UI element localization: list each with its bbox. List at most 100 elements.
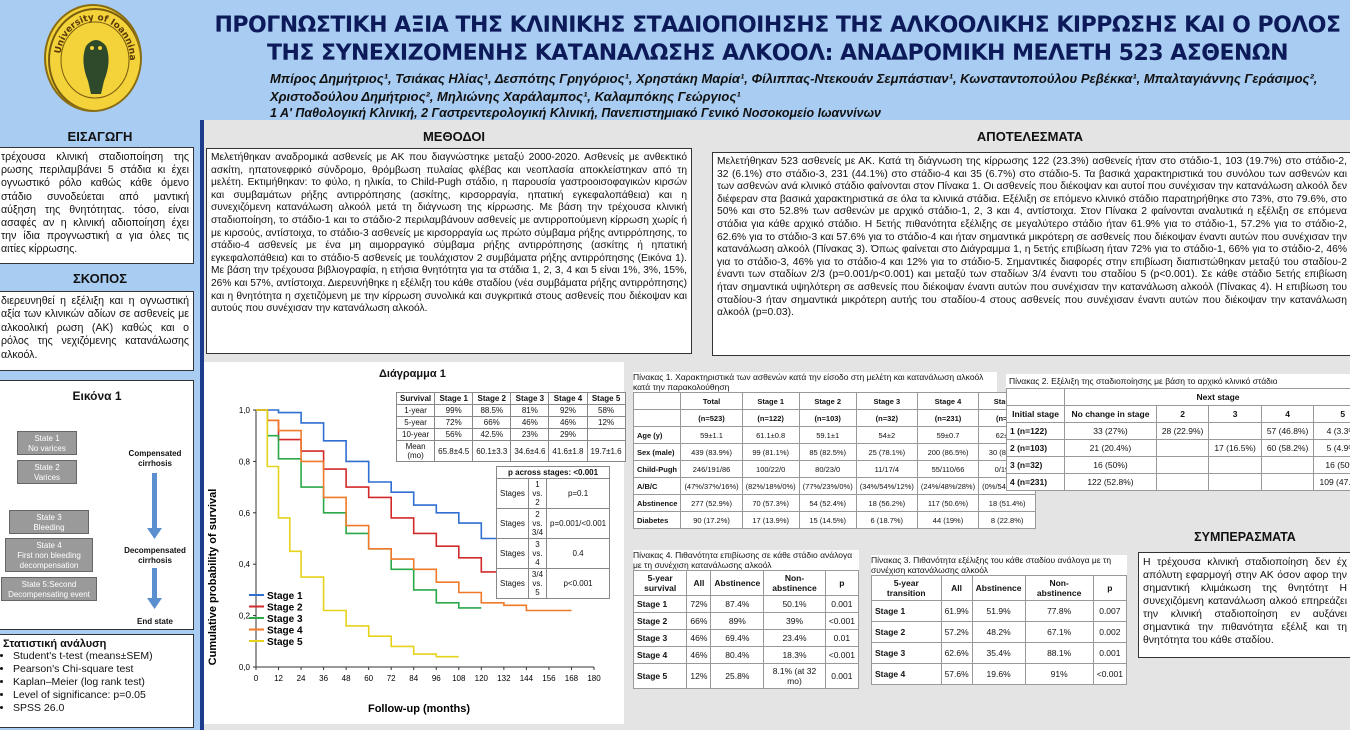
x-tick-label: 132 xyxy=(497,674,511,683)
survival-table: Survival Stage 1 Stage 2 Stage 3 Stage 4 Stag… xyxy=(395,392,626,462)
table-row: Sex (male) 439 (83.9%) 99 (81.1%) 85 (82.5%… xyxy=(632,443,1037,461)
diagram1-panel: Διάγραμμα 1 0 12 24 36 48 60 72 84 96 108 120 132 14… xyxy=(204,362,626,724)
stats-heading: Στατιστική ανάλυση xyxy=(3,638,107,650)
affiliations: 1 Α' Παθολογική Κλινική, 2 Γαστρεντερολο… xyxy=(270,106,881,120)
figure1-panel: Εικόνα 1 State 1 No varices State 2 Varice… xyxy=(0,380,194,630)
table-row: 2 (n=103) 21 (20.4%) 17 (16.5%) 60 (58.2%) 5… xyxy=(1006,439,1350,457)
university-logo: University of Ioannina xyxy=(44,4,142,112)
x-tick-label: 24 xyxy=(297,674,306,683)
table-row: 1 (n=122) 33 (27%) 28 (22.9%) 57 (46.8%) 4 (… xyxy=(1006,422,1350,440)
x-tick-label: 108 xyxy=(452,674,466,683)
table-row: A/B/C (47%/37%/16%) (82%/18%/0%) (77%/23%/0… xyxy=(632,477,1037,495)
y-tick-label: 0,4 xyxy=(239,560,251,569)
intro-text: τρέχουσα κλινική σταδιοποίηση της ρωσης … xyxy=(0,147,194,264)
stats-item: Student's t-test (means±SEM) xyxy=(13,650,189,663)
table3-panel: Πίνακας 3. Πιθανότητα εξέλιξης του κάθε … xyxy=(871,555,1128,685)
state3-box: State 3 Bleeding xyxy=(9,510,89,534)
table1-caption: Πίνακας 1. Χαρακτηριστικά των ασθενών κα… xyxy=(633,372,997,392)
x-tick-label: 60 xyxy=(364,674,373,683)
legend-label: Stage 1 xyxy=(267,591,303,602)
p-value-table: p across stages: <0.001 Stages 1 vs. 2 p=0… xyxy=(495,466,611,599)
compensated-label: Compensated cirrhosis xyxy=(128,449,182,468)
methods-text: Μελετήθηκαν αναδρομικά ασθενείς με ΑΚ πο… xyxy=(206,148,692,354)
table-row: 4 (n=231)122 (52.8%)109 (47.2%) xyxy=(1006,473,1350,491)
table-row: Stage 2 66% 89% 39% <0.001 xyxy=(632,612,860,630)
stats-item: SPSS 26.0 xyxy=(13,702,189,715)
table3: 5-year transition All Abstinence Non-abstin… xyxy=(871,575,1128,685)
x-tick-label: 72 xyxy=(387,674,396,683)
table-row: Stage 1 61.9% 51.9% 77.8% 0.007 xyxy=(871,600,1128,622)
x-tick-label: 156 xyxy=(542,674,556,683)
state2-box: State 2 Varices xyxy=(17,460,77,484)
survival-curve-stage-5 xyxy=(256,409,459,658)
stats-panel: Στατιστική ανάλυση Student's t-test (mea… xyxy=(0,634,194,728)
figure1-title: Εικόνα 1 xyxy=(72,389,122,403)
end-state-label: End state xyxy=(136,617,173,626)
diagram1-title: Διάγραμμα 1 xyxy=(379,368,446,380)
x-tick-label: 0 xyxy=(254,674,259,683)
state5-box: State 5:Second Decompensating event xyxy=(1,577,97,601)
x-tick-label: 144 xyxy=(520,674,534,683)
results-text: Μελετήθηκαν 523 ασθενείς με ΑΚ. Κατά τη … xyxy=(712,152,1350,356)
y-tick-label: 0,8 xyxy=(239,457,251,466)
x-tick-label: 96 xyxy=(432,674,441,683)
table2: Next stage Initial stage No change in sta… xyxy=(1006,388,1350,491)
table-row: Age (y)59±1.161.1±0.859.1±154±259±0.762±… xyxy=(632,426,1037,444)
table3-caption: Πίνακας 3. Πιθανότητα εξέλιξης του κάθε … xyxy=(871,555,1127,575)
poster-header xyxy=(0,0,1350,120)
table2-panel: Πίνακας 2. Εξέλιξη της σταδιοποίησης με … xyxy=(1006,374,1350,491)
y-tick-label: 0,6 xyxy=(239,509,251,518)
aim-text: διερευνηθεί η εξέλιξη και η ογνωστική αξ… xyxy=(0,291,194,371)
aim-heading: ΣΚΟΠΟΣ xyxy=(72,271,127,286)
table4: 5-year survival All Abstinence Non-abstinen… xyxy=(632,570,860,689)
survival-curve-stage-2 xyxy=(256,409,527,586)
table-row: Stage 1 72% 87.4% 50.1% 0.001 xyxy=(632,595,860,613)
table-row: 3 (n=32)16 (50%)16 (50%) xyxy=(1006,456,1350,474)
column-divider xyxy=(200,120,204,730)
stats-item: Kaplan–Meier (log rank test) xyxy=(13,676,189,689)
table-row: Stage 4 46% 80.4% 18.3% <0.001 xyxy=(632,646,860,664)
x-axis-label: Follow-up (months) xyxy=(368,703,470,715)
table-row: Stage 3 46% 69.4% 23.4% 0.01 xyxy=(632,629,860,647)
stats-item: Level of significance: p=0.05 xyxy=(13,689,189,702)
survival-curve-stage-3 xyxy=(256,409,482,609)
legend-label: Stage 5 xyxy=(267,637,303,648)
stats-item: Pearson's Chi-square test xyxy=(13,663,189,676)
y-tick-label: 1,0 xyxy=(239,406,251,415)
methods-heading: ΜΕΘΟΔΟΙ xyxy=(422,129,486,144)
x-tick-label: 180 xyxy=(587,674,601,683)
poster-title: ΠΡΟΓΝΩΣΤΙΚΗ ΑΞΙΑ ΤΗΣ ΚΛΙΝΙΚΗΣ ΣΤΑΔΙΟΠΟΙΗ… xyxy=(214,13,1341,66)
x-tick-label: 120 xyxy=(475,674,489,683)
state1-box: State 1 No varices xyxy=(17,431,77,455)
legend-label: Stage 3 xyxy=(267,614,303,625)
y-tick-label: 0,2 xyxy=(239,612,251,621)
intro-heading: ΕΙΣΑΓΩΓΗ xyxy=(67,129,133,144)
author-list: Μπίρος Δημήτριος¹, Τσιάκας Ηλίας¹, Δεσπό… xyxy=(270,71,1318,104)
table-row: Stage 4 57.6% 19.6% 91% <0.001 xyxy=(871,663,1128,685)
table-row: Stage 2 57.2% 48.2% 67.1% 0.002 xyxy=(871,621,1128,643)
survival-curve-stage-4 xyxy=(256,409,572,612)
legend-label: Stage 2 xyxy=(267,603,303,614)
conclusions-heading: ΣΥΜΠΕΡΑΣΜΑΤΑ xyxy=(1194,530,1296,544)
decompensated-label: Decompensated cirrhosis xyxy=(124,546,186,565)
table1-panel: Πίνακας 1. Χαρακτηριστικά των ασθενών κα… xyxy=(632,372,1037,529)
table-row: Diabetes 90 (17.2%) 17 (13.9%) 15 (14.5%) 6 … xyxy=(632,511,1037,529)
table2-caption: Πίνακας 2. Εξέλιξη της σταδιοποίησης με … xyxy=(1006,374,1350,388)
table-row: Stage 3 62.6% 35.4% 88.1% 0.001 xyxy=(871,642,1128,664)
conclusions-text: Η τρέχουσα κλινική σταδιοποίηση δεν έχ α… xyxy=(1138,552,1350,658)
y-axis-label: Cumulative probability of survival xyxy=(207,489,219,666)
table4-caption: Πίνακας 4. Πιθανότητα επιβίωσης σε κάθε … xyxy=(633,550,859,570)
x-tick-label: 12 xyxy=(274,674,283,683)
state4-box: State 4 First non bleeding decompensation xyxy=(5,538,93,572)
table-row: Child-Pugh 246/191/86 100/22/0 80/23/0 11/17… xyxy=(632,460,1037,478)
x-tick-label: 84 xyxy=(409,674,418,683)
table4-panel: Πίνακας 4. Πιθανότητα επιβίωσης σε κάθε … xyxy=(632,550,860,689)
x-tick-label: 36 xyxy=(319,674,328,683)
results-heading: ΑΠΟΤΕΛΕΣΜΑΤΑ xyxy=(976,129,1084,144)
table-row: Stage 5 12% 25.8% 8.1% (at 32 mo) 0.001 xyxy=(632,663,860,689)
x-tick-label: 168 xyxy=(565,674,579,683)
x-tick-label: 48 xyxy=(342,674,351,683)
y-tick-label: 0,0 xyxy=(239,663,251,672)
flow-arrows xyxy=(147,473,162,609)
